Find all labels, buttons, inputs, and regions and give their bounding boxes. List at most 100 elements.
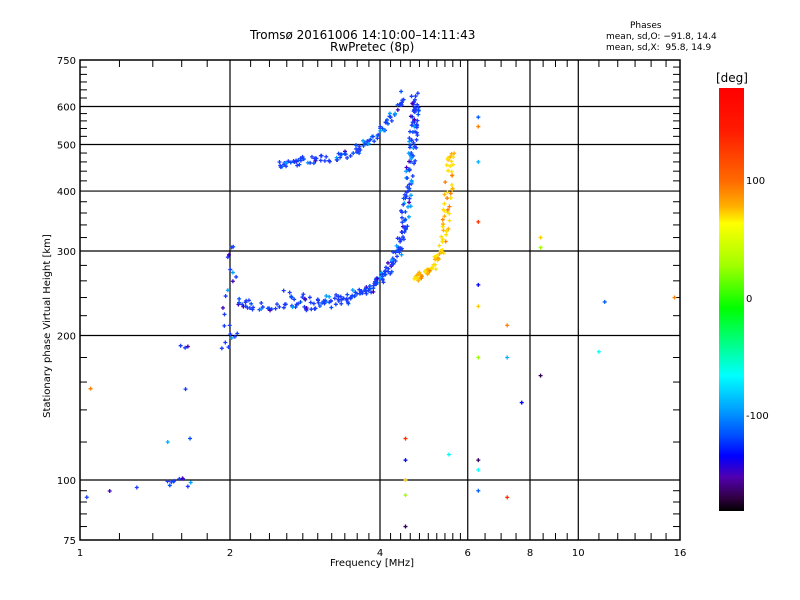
data-point	[476, 458, 481, 463]
y-tick-label: 300	[57, 247, 76, 258]
data-point	[185, 484, 190, 489]
data-point	[538, 373, 543, 378]
data-point	[226, 252, 231, 257]
data-point	[538, 235, 543, 240]
data-point	[425, 267, 430, 272]
data-point	[345, 292, 350, 297]
data-point	[416, 278, 421, 283]
data-point	[403, 436, 408, 441]
data-point	[317, 304, 322, 309]
data-point	[328, 299, 333, 304]
data-point	[345, 300, 350, 305]
data-point	[405, 224, 410, 229]
data-point	[230, 270, 235, 275]
y-tick-label: 200	[57, 332, 76, 343]
data-point	[400, 98, 405, 103]
data-point	[389, 118, 394, 123]
data-point	[444, 229, 449, 234]
data-point	[338, 152, 343, 157]
data-point	[312, 306, 317, 311]
data-point	[259, 300, 264, 305]
data-point	[165, 440, 170, 445]
data-point	[324, 293, 329, 298]
data-point	[397, 102, 402, 107]
data-point	[447, 204, 452, 209]
data-point	[445, 196, 450, 201]
data-point	[265, 306, 270, 311]
data-point	[450, 162, 455, 167]
data-point	[441, 228, 446, 233]
data-point	[333, 302, 338, 307]
data-point	[308, 300, 313, 305]
data-point	[243, 300, 248, 305]
data-point	[185, 344, 190, 349]
data-point	[178, 343, 183, 348]
data-point	[448, 191, 453, 196]
data-point	[361, 138, 366, 143]
data-point	[300, 154, 305, 159]
data-point	[172, 478, 177, 483]
data-point	[235, 331, 240, 336]
data-point	[222, 323, 227, 328]
data-point	[332, 296, 337, 301]
data-point	[249, 301, 254, 306]
data-point	[414, 145, 419, 150]
data-point	[415, 118, 420, 123]
data-point	[407, 139, 412, 144]
data-point	[452, 151, 457, 156]
data-point	[371, 289, 376, 294]
data-point	[230, 279, 235, 284]
data-point	[281, 305, 286, 310]
data-point	[397, 236, 402, 241]
data-point	[432, 257, 437, 262]
data-point	[237, 300, 242, 305]
phase-stats-x-mode: mean, sd,X: 95.8, 14.9	[606, 43, 712, 53]
data-point	[407, 200, 412, 205]
y-axis-label: Stationary phase Virtual Height [km]	[42, 234, 53, 418]
data-point	[297, 162, 302, 167]
data-point	[375, 276, 380, 281]
data-point	[409, 138, 414, 143]
data-point	[289, 295, 294, 300]
data-point	[413, 158, 418, 163]
data-point	[301, 292, 306, 297]
data-point	[407, 196, 412, 201]
data-point	[449, 183, 454, 188]
data-point	[307, 295, 312, 300]
data-point	[387, 111, 392, 116]
data-point	[410, 174, 415, 179]
data-point	[371, 134, 376, 139]
data-point	[437, 252, 442, 257]
data-point	[444, 232, 449, 237]
data-point	[180, 476, 185, 481]
data-point	[228, 267, 233, 272]
data-point	[448, 164, 453, 169]
data-point	[436, 257, 441, 262]
data-point	[476, 282, 481, 287]
data-point	[414, 122, 419, 127]
data-point	[322, 158, 327, 163]
data-point	[440, 237, 445, 242]
y-tick-label: 400	[57, 187, 76, 198]
data-point	[237, 296, 242, 301]
data-point	[407, 136, 412, 141]
data-point	[311, 161, 316, 166]
data-point	[225, 255, 230, 260]
data-point	[403, 209, 408, 214]
data-point	[389, 258, 394, 263]
data-point	[393, 111, 398, 116]
data-point	[273, 306, 278, 311]
data-point	[292, 297, 297, 302]
data-point	[329, 305, 334, 310]
data-point	[445, 190, 450, 195]
data-point	[338, 294, 343, 299]
data-point	[378, 128, 383, 133]
data-point	[407, 182, 412, 187]
x-tick-label: 10	[572, 548, 585, 559]
data-point	[399, 252, 404, 257]
data-point	[165, 479, 170, 484]
data-point	[293, 305, 298, 310]
data-point	[308, 160, 313, 165]
data-point	[376, 132, 381, 137]
